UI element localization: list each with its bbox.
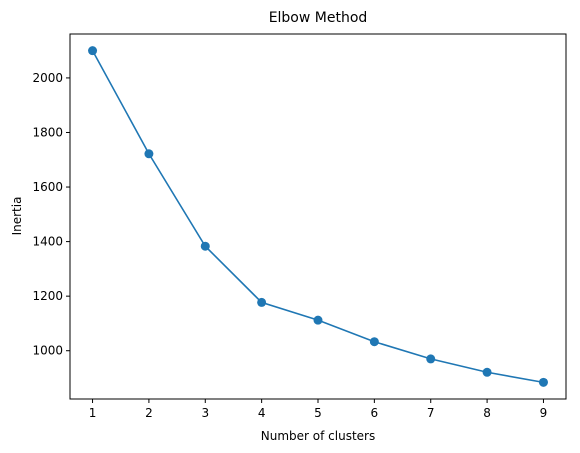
x-tick-label-8: 8	[483, 406, 491, 420]
data-point-2	[144, 149, 154, 159]
y-axis-label: Inertia	[10, 197, 24, 236]
x-tick-label-3: 3	[201, 406, 209, 420]
x-tick-label-6: 6	[371, 406, 379, 420]
x-tick-label-5: 5	[314, 406, 322, 420]
x-tick-label-4: 4	[258, 406, 266, 420]
y-tick-label-1800: 1800	[32, 125, 63, 139]
x-tick-label-1: 1	[89, 406, 97, 420]
x-axis: 1 2 3 4 5 6 7 8 9	[89, 399, 548, 420]
series-line	[91, 50, 544, 384]
x-tick-label-9: 9	[540, 406, 548, 420]
x-tick-label-2: 2	[145, 406, 153, 420]
y-tick-label-2000: 2000	[32, 71, 63, 85]
chart-title: Elbow Method	[269, 10, 368, 26]
x-tick-label-7: 7	[427, 406, 435, 420]
y-axis: 1000 1200 1400 1600 1800 2000	[32, 71, 70, 358]
data-point-3	[200, 241, 210, 251]
x-axis-label: Number of clusters	[261, 429, 375, 443]
data-point-8	[482, 367, 492, 377]
axes-frame	[69, 33, 567, 400]
data-point-1	[88, 46, 98, 56]
data-point-5	[313, 315, 323, 325]
data-point-7	[426, 354, 436, 364]
data-point-4	[257, 297, 267, 307]
y-tick-label-1600: 1600	[32, 180, 63, 194]
y-tick-label-1400: 1400	[32, 235, 63, 249]
y-tick-label-1200: 1200	[32, 289, 63, 303]
data-point-6	[369, 337, 379, 347]
data-point-9	[538, 377, 548, 387]
plot-area	[88, 46, 548, 387]
y-tick-label-1000: 1000	[32, 344, 63, 358]
